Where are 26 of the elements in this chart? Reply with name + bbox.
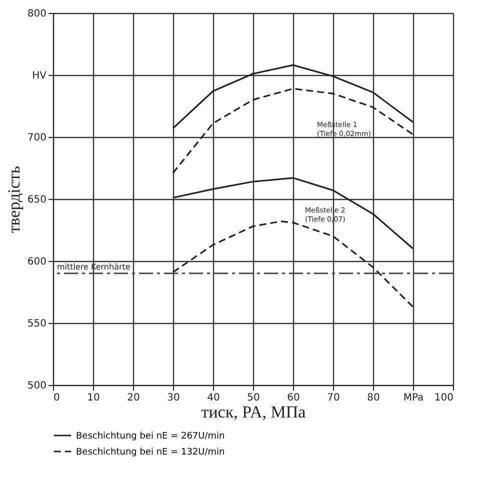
y-tick-label: 700 [27, 132, 46, 144]
y-tick-label: 500 [27, 380, 46, 392]
x-tick-label: 60 [287, 392, 300, 404]
line-series [172, 177, 414, 250]
x-tick-label: 70 [327, 392, 340, 404]
x-tick-label: 30 [167, 392, 180, 404]
line-series [172, 220, 414, 308]
y-tick-label: 650 [27, 194, 46, 206]
x-tick-label: 10 [87, 392, 100, 404]
y-tick-label: HV [32, 70, 47, 82]
line-series [172, 88, 414, 174]
x-tick-label: 50 [247, 392, 260, 404]
y-tick-label: 600 [27, 256, 46, 268]
x-tick-label: MPa [403, 392, 424, 404]
x-tick-label: 0 [54, 392, 60, 404]
x-tick-label: 80 [367, 392, 380, 404]
x-tick-label: 40 [207, 392, 220, 404]
x-tick-label: 100 [434, 392, 454, 404]
line-series [172, 64, 414, 130]
y-tick-label: 550 [27, 318, 46, 330]
y-tick-label: 800 [27, 8, 46, 20]
legend-label: Beschichtung bei nE = 267U/min [76, 432, 225, 442]
y-axis-title: твердість [4, 166, 24, 234]
legend-label: Beschichtung bei nE = 132U/min [76, 448, 225, 458]
x-axis-title: тиск, PA, МПа [201, 402, 306, 422]
x-tick-label: 20 [127, 392, 140, 404]
